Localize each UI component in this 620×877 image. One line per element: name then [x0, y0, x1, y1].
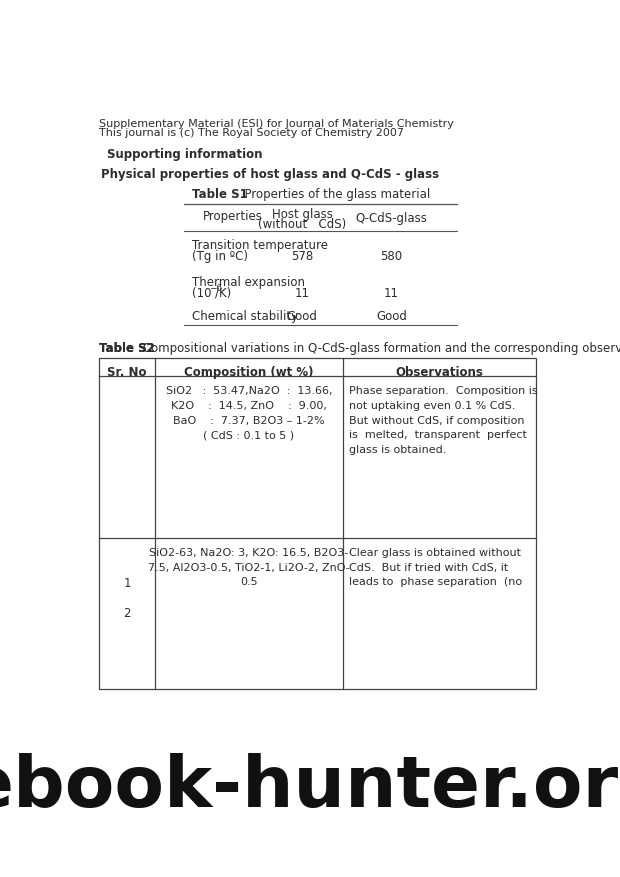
Text: leads to  phase separation  (no: leads to phase separation (no	[348, 577, 522, 588]
Text: Supplementary Material (ESI) for Journal of Materials Chemistry: Supplementary Material (ESI) for Journal…	[99, 119, 454, 129]
Text: Properties: Properties	[203, 210, 263, 223]
Text: Properties of the glass material: Properties of the glass material	[237, 189, 430, 202]
Text: But without CdS, if composition: But without CdS, if composition	[348, 416, 525, 425]
Text: Clear glass is obtained without: Clear glass is obtained without	[348, 548, 521, 558]
Text: Sr. No: Sr. No	[107, 367, 147, 379]
Text: 1: 1	[123, 577, 131, 590]
Text: Observations: Observations	[396, 367, 484, 379]
Text: ( CdS : 0.1 to 5 ): ( CdS : 0.1 to 5 )	[203, 431, 294, 440]
Text: K2O    :  14.5, ZnO    :  9.00,: K2O : 14.5, ZnO : 9.00,	[171, 401, 327, 411]
Text: 0.5: 0.5	[240, 577, 257, 588]
Text: CdS.  But if tried with CdS, it: CdS. But if tried with CdS, it	[348, 563, 508, 573]
Text: 578: 578	[291, 250, 313, 263]
Text: Chemical stability: Chemical stability	[192, 310, 298, 323]
Text: (Tg in ºC): (Tg in ºC)	[192, 250, 248, 263]
Text: Transition temperature: Transition temperature	[192, 239, 328, 253]
Text: 11: 11	[384, 287, 399, 300]
Text: SiO2-63, Na2O: 3, K2O: 16.5, B2O3-: SiO2-63, Na2O: 3, K2O: 16.5, B2O3-	[149, 548, 348, 558]
Text: Thermal expansion: Thermal expansion	[192, 276, 305, 289]
Text: not uptaking even 0.1 % CdS.: not uptaking even 0.1 % CdS.	[348, 401, 515, 411]
Text: Phase separation.  Composition is: Phase separation. Composition is	[348, 386, 538, 396]
Text: ebook-hunter.org: ebook-hunter.org	[0, 752, 620, 822]
Text: 2: 2	[123, 607, 131, 620]
Text: Physical properties of host glass and Q-CdS - glass: Physical properties of host glass and Q-…	[100, 168, 439, 182]
Text: Table S2: Table S2	[99, 342, 155, 355]
Text: Good: Good	[376, 310, 407, 323]
Text: This journal is (c) The Royal Society of Chemistry 2007: This journal is (c) The Royal Society of…	[99, 128, 404, 139]
Text: 7.5, Al2O3-0.5, TiO2-1, Li2O-2, ZnO-: 7.5, Al2O3-0.5, TiO2-1, Li2O-2, ZnO-	[148, 563, 350, 573]
Text: Host glass: Host glass	[272, 208, 333, 221]
Text: (without   CdS): (without CdS)	[258, 217, 347, 231]
Text: −6: −6	[210, 284, 223, 293]
Text: glass is obtained.: glass is obtained.	[348, 445, 446, 455]
Text: 11: 11	[294, 287, 310, 300]
Text: 580: 580	[380, 250, 402, 263]
Text: Compositional variations in Q-CdS-glass formation and the corresponding observat: Compositional variations in Q-CdS-glass …	[139, 342, 620, 355]
Text: /K): /K)	[216, 287, 232, 300]
Bar	[99, 358, 536, 689]
Text: Table S2: Table S2	[99, 342, 155, 355]
Text: Composition (wt %): Composition (wt %)	[184, 367, 314, 379]
Text: Supporting information: Supporting information	[107, 148, 262, 161]
Text: Table S1: Table S1	[192, 189, 248, 202]
Text: SiO2   :  53.47,Na2O  :  13.66,: SiO2 : 53.47,Na2O : 13.66,	[166, 386, 332, 396]
Text: Q-CdS-glass: Q-CdS-glass	[355, 212, 427, 225]
Text: BaO    :  7.37, B2O3 – 1-2%: BaO : 7.37, B2O3 – 1-2%	[173, 416, 325, 425]
Text: is  melted,  transparent  perfect: is melted, transparent perfect	[348, 431, 526, 440]
Text: Good: Good	[287, 310, 317, 323]
Text: (10: (10	[192, 287, 211, 300]
